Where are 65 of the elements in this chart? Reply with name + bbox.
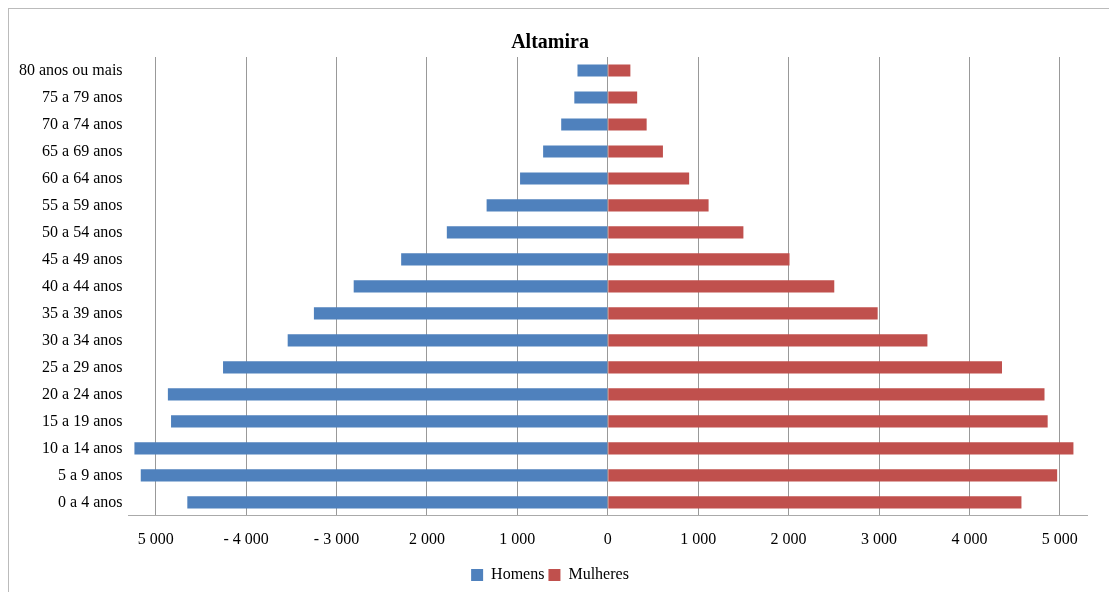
bar	[167, 388, 608, 401]
y-tick-label: 20 a 24 anos	[42, 384, 123, 402]
x-tick-label: 2 000	[408, 529, 445, 547]
bar	[608, 172, 690, 185]
bar	[608, 253, 790, 266]
bar	[287, 334, 608, 347]
x-tick-label: 0	[603, 529, 612, 547]
y-tick-label: 35 a 39 anos	[42, 303, 123, 321]
bar	[353, 280, 608, 293]
bar	[608, 442, 1074, 455]
bar	[608, 91, 638, 104]
x-tick-label: 5 000	[1041, 529, 1078, 547]
bar	[140, 469, 608, 482]
bar	[446, 226, 608, 239]
bar	[608, 361, 1003, 374]
bar	[223, 361, 608, 374]
x-tick-label: 2 000	[770, 529, 807, 547]
bar	[608, 496, 1022, 509]
bar	[187, 496, 608, 509]
bar	[543, 145, 608, 158]
bar	[134, 442, 608, 455]
y-tick-label: 40 a 44 anos	[42, 276, 123, 294]
bar	[608, 280, 835, 293]
bar	[171, 415, 608, 428]
y-tick-label: 50 a 54 anos	[42, 222, 123, 240]
bar	[608, 145, 663, 158]
bar	[520, 172, 608, 185]
bar	[401, 253, 608, 266]
x-tick-label: 3 000	[861, 529, 898, 547]
bar	[608, 64, 631, 77]
x-tick-label: 1 000	[499, 529, 536, 547]
bar	[608, 307, 878, 320]
y-tick-label: 75 a 79 anos	[42, 87, 123, 105]
bar	[608, 469, 1058, 482]
y-tick-label: 45 a 49 anos	[42, 249, 123, 267]
y-tick-label: 5 a 9 anos	[58, 465, 123, 483]
y-tick-label: 25 a 29 anos	[42, 357, 123, 375]
bar	[608, 118, 647, 131]
bar	[608, 226, 744, 239]
y-tick-label: 10 a 14 anos	[42, 438, 123, 456]
y-tick-label: 65 a 69 anos	[42, 141, 123, 159]
y-tick-label: 0 a 4 anos	[58, 492, 123, 510]
x-tick-label: 5 000	[137, 529, 174, 547]
y-tick-label: 30 a 34 anos	[42, 330, 123, 348]
bar	[608, 388, 1045, 401]
bar	[486, 199, 608, 212]
chart-title: Altamira	[511, 30, 589, 53]
y-tick-label: 55 a 59 anos	[42, 195, 123, 213]
x-tick-label: - 3 000	[313, 529, 360, 547]
legend-label: Homens	[491, 565, 545, 583]
x-tick-label: 4 000	[951, 529, 988, 547]
legend-label: Mulheres	[568, 565, 629, 583]
x-tick-label: - 4 000	[223, 529, 269, 547]
y-tick-label: 70 a 74 anos	[42, 114, 123, 132]
y-tick-label: 15 a 19 anos	[42, 411, 123, 429]
bar	[608, 334, 928, 347]
bar	[608, 199, 709, 212]
x-tick-label: 1 000	[680, 529, 717, 547]
y-tick-label: 60 a 64 anos	[42, 168, 123, 186]
bar	[577, 64, 608, 77]
y-tick-label: 80 anos ou mais	[19, 60, 123, 78]
bar	[574, 91, 608, 104]
bar	[313, 307, 608, 320]
bar	[608, 415, 1048, 428]
bar	[561, 118, 608, 131]
